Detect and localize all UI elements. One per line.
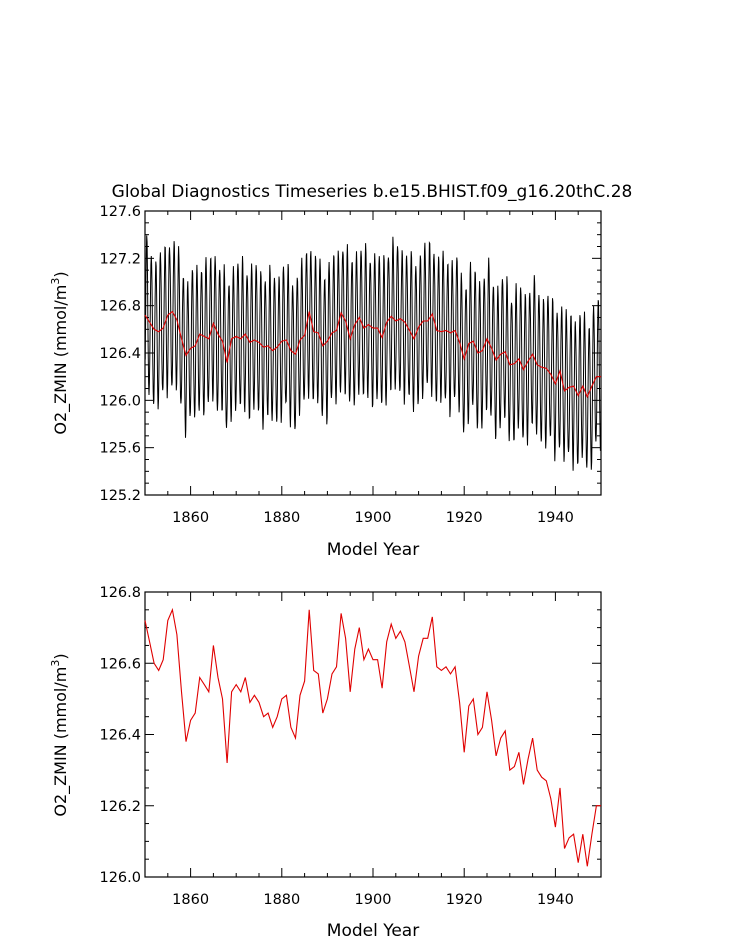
- top-x-axis-label: Model Year: [327, 540, 419, 560]
- top-y-axis-label: O2_ZMIN (mmol/m3): [49, 271, 71, 434]
- top-xtick-label: 1860: [172, 510, 209, 526]
- bottom-ytick-label: 126.0: [99, 870, 141, 886]
- top-xtick-label: 1920: [446, 510, 483, 526]
- monthly-series-line: [144, 235, 602, 471]
- bottom-xtick-label: 1900: [355, 892, 392, 908]
- bottom-x-tick-labels: 1860 1880 1900 1920 1940: [172, 892, 574, 908]
- bottom-ytick-label: 126.4: [99, 728, 141, 744]
- bottom-panel: 126.0 126.2 126.4 126.6 126.8 1860 1880 1900 19…: [49, 585, 602, 941]
- top-ytick-label: 126.8: [99, 299, 141, 315]
- top-xtick-label: 1900: [355, 510, 392, 526]
- bottom-xtick-label: 1940: [537, 892, 574, 908]
- top-y-label-sup: 3: [49, 278, 62, 285]
- top-xtick-label: 1940: [537, 510, 574, 526]
- bottom-axis-ticks: [144, 591, 602, 878]
- annual-mean-line-top: [144, 310, 601, 399]
- top-ytick-label: 126.4: [99, 346, 141, 362]
- top-y-tick-labels: 125.2 125.6 126.0 126.4 126.8 127.2 127.6: [99, 204, 141, 504]
- bottom-xtick-label: 1860: [172, 892, 209, 908]
- bottom-y-label-base: O2_ZMIN (mmol/m: [51, 667, 71, 817]
- bottom-y-label-sup: 3: [49, 660, 62, 667]
- bottom-ytick-label: 126.6: [99, 656, 141, 672]
- top-y-label-close: ): [51, 271, 70, 277]
- top-panel: Global Diagnostics Timeseries b.e15.BHIS…: [49, 182, 632, 560]
- top-xtick-label: 1880: [263, 510, 300, 526]
- chart-title: Global Diagnostics Timeseries b.e15.BHIS…: [112, 182, 633, 202]
- top-ytick-label: 127.6: [99, 204, 141, 220]
- top-ytick-label: 125.2: [99, 488, 141, 504]
- bottom-y-label-close: ): [51, 653, 70, 659]
- bottom-x-axis-label: Model Year: [327, 921, 419, 941]
- top-ytick-label: 125.6: [99, 441, 141, 457]
- bottom-y-tick-labels: 126.0 126.2 126.4 126.6 126.8: [99, 585, 141, 886]
- bottom-plot-frame: [144, 591, 602, 878]
- top-y-label-base: O2_ZMIN (mmol/m: [51, 285, 71, 435]
- annual-mean-line-bottom: [144, 607, 601, 867]
- bottom-ytick-label: 126.8: [99, 585, 141, 601]
- bottom-xtick-label: 1880: [263, 892, 300, 908]
- top-ytick-label: 126.0: [99, 393, 141, 409]
- top-ytick-label: 127.2: [99, 251, 141, 267]
- bottom-ytick-label: 126.2: [99, 799, 141, 815]
- top-x-tick-labels: 1860 1880 1900 1920 1940: [172, 510, 574, 526]
- bottom-y-axis-label: O2_ZMIN (mmol/m3): [49, 653, 71, 816]
- bottom-xtick-label: 1920: [446, 892, 483, 908]
